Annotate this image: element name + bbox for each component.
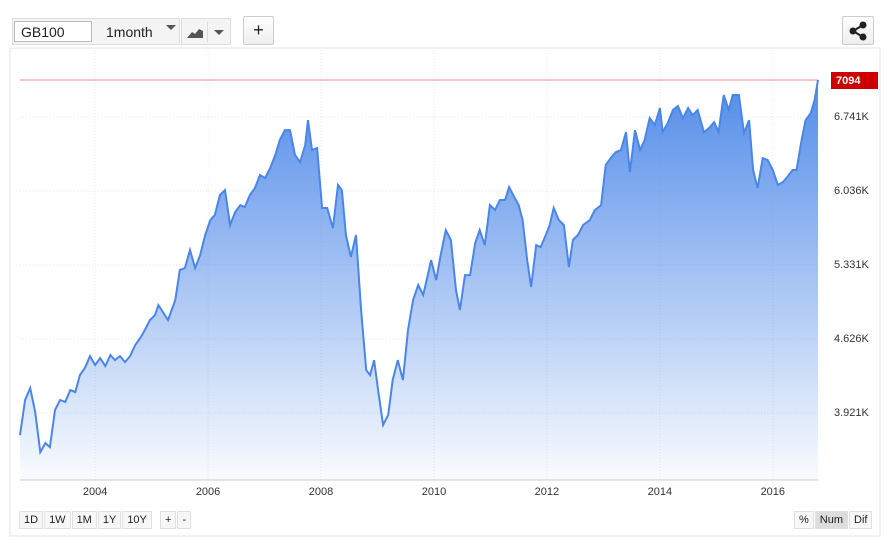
symbol-input[interactable]: GB100 <box>14 21 92 42</box>
x-tick-label: 2012 <box>535 486 559 498</box>
y-tick-label: 3.921K <box>834 407 870 419</box>
button[interactable]: % <box>794 511 814 529</box>
last-value-label: 7094 <box>836 75 861 87</box>
x-tick-label: 2010 <box>422 486 446 498</box>
dropdown-arrow <box>207 21 225 42</box>
x-tick-label: 2008 <box>309 486 333 498</box>
y-tick-label: 4.626K <box>834 333 870 345</box>
interval-select[interactable]: 1month <box>100 18 180 45</box>
y-tick-label: 6.036K <box>834 185 870 197</box>
range-buttons: 1D 1W 1M 1Y 10Y <box>19 511 153 529</box>
y-tick-label: 5.331K <box>834 259 870 271</box>
button[interactable]: 1W <box>44 511 71 529</box>
chart-type-icon <box>187 28 203 38</box>
button[interactable]: - <box>177 511 192 529</box>
add-button[interactable]: + <box>243 16 274 45</box>
button[interactable]: 1D <box>19 511 44 529</box>
button[interactable]: 1M <box>71 511 97 529</box>
button[interactable]: Dif <box>849 511 873 529</box>
button[interactable]: Num <box>814 511 849 529</box>
mode-buttons: % Num Dif <box>794 511 873 529</box>
area <box>20 80 818 480</box>
x-tick-label: 2006 <box>196 486 220 498</box>
line <box>19 79 819 456</box>
button[interactable]: + <box>160 511 177 529</box>
x-tick-label: 2004 <box>83 486 107 498</box>
button[interactable]: 1Y <box>97 511 122 529</box>
x-tick-label: 2014 <box>648 486 672 498</box>
chart-type-select[interactable] <box>181 18 231 45</box>
share-button[interactable] <box>842 16 874 45</box>
zoom-buttons: + - <box>160 511 192 529</box>
chart-frame <box>9 47 881 537</box>
button[interactable]: 10Y <box>122 511 152 529</box>
last-value-badge <box>831 72 878 90</box>
x-tick-label: 2016 <box>761 486 785 498</box>
share-icon <box>849 21 867 40</box>
interval-label: 1month <box>106 23 153 40</box>
dropdown-arrow <box>165 24 176 30</box>
y-tick-label: 6.741K <box>834 111 870 123</box>
